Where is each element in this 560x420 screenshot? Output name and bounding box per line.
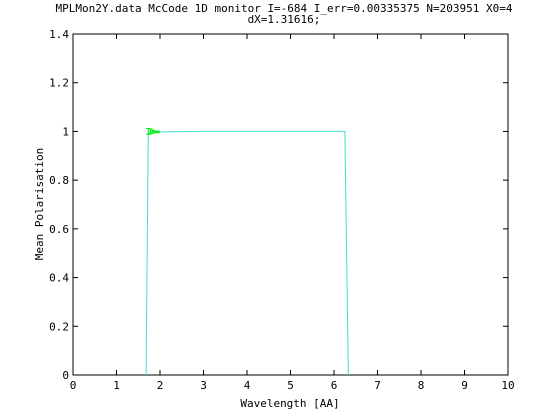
x-tick-label: 3 [200,379,207,392]
x-tick-label: 6 [331,379,338,392]
x-tick-label: 9 [461,379,468,392]
series-group [145,130,349,376]
x-tick-label: 5 [287,379,294,392]
x-tick-label: 8 [418,379,425,392]
y-axis-ticks: 0 0.2 0.4 0.6 0.8 1 1.2 1.4 [49,28,508,382]
x-tick-label: 4 [244,379,251,392]
y-tick-label: 1 [62,125,69,138]
x-tick-label: 10 [501,379,514,392]
y-tick-label: 1.4 [49,28,69,41]
series-line [145,130,349,376]
chart-title-line-1: MPLMon2Y.data McCode 1D monitor I=-684 I… [56,2,513,15]
y-tick-label: 0.4 [49,272,69,285]
error-bars-group [146,128,160,135]
chart-title-line-2: dX=1.31616; [248,13,321,26]
y-tick-label: 0.2 [49,320,69,333]
y-tick-label: 0.6 [49,223,69,236]
x-axis-ticks: 0 1 2 3 4 5 6 7 8 9 10 [70,34,515,392]
y-tick-label: 0 [62,369,69,382]
y-tick-label: 1.2 [49,77,69,90]
x-tick-label: 0 [70,379,77,392]
x-tick-label: 2 [157,379,164,392]
x-tick-label: 7 [374,379,381,392]
y-axis-label: Mean Polarisation [33,148,46,261]
x-axis-label: Wavelength [AA] [240,397,339,410]
x-tick-label: 1 [113,379,120,392]
y-tick-label: 0.8 [49,174,69,187]
plot-frame [72,33,509,376]
